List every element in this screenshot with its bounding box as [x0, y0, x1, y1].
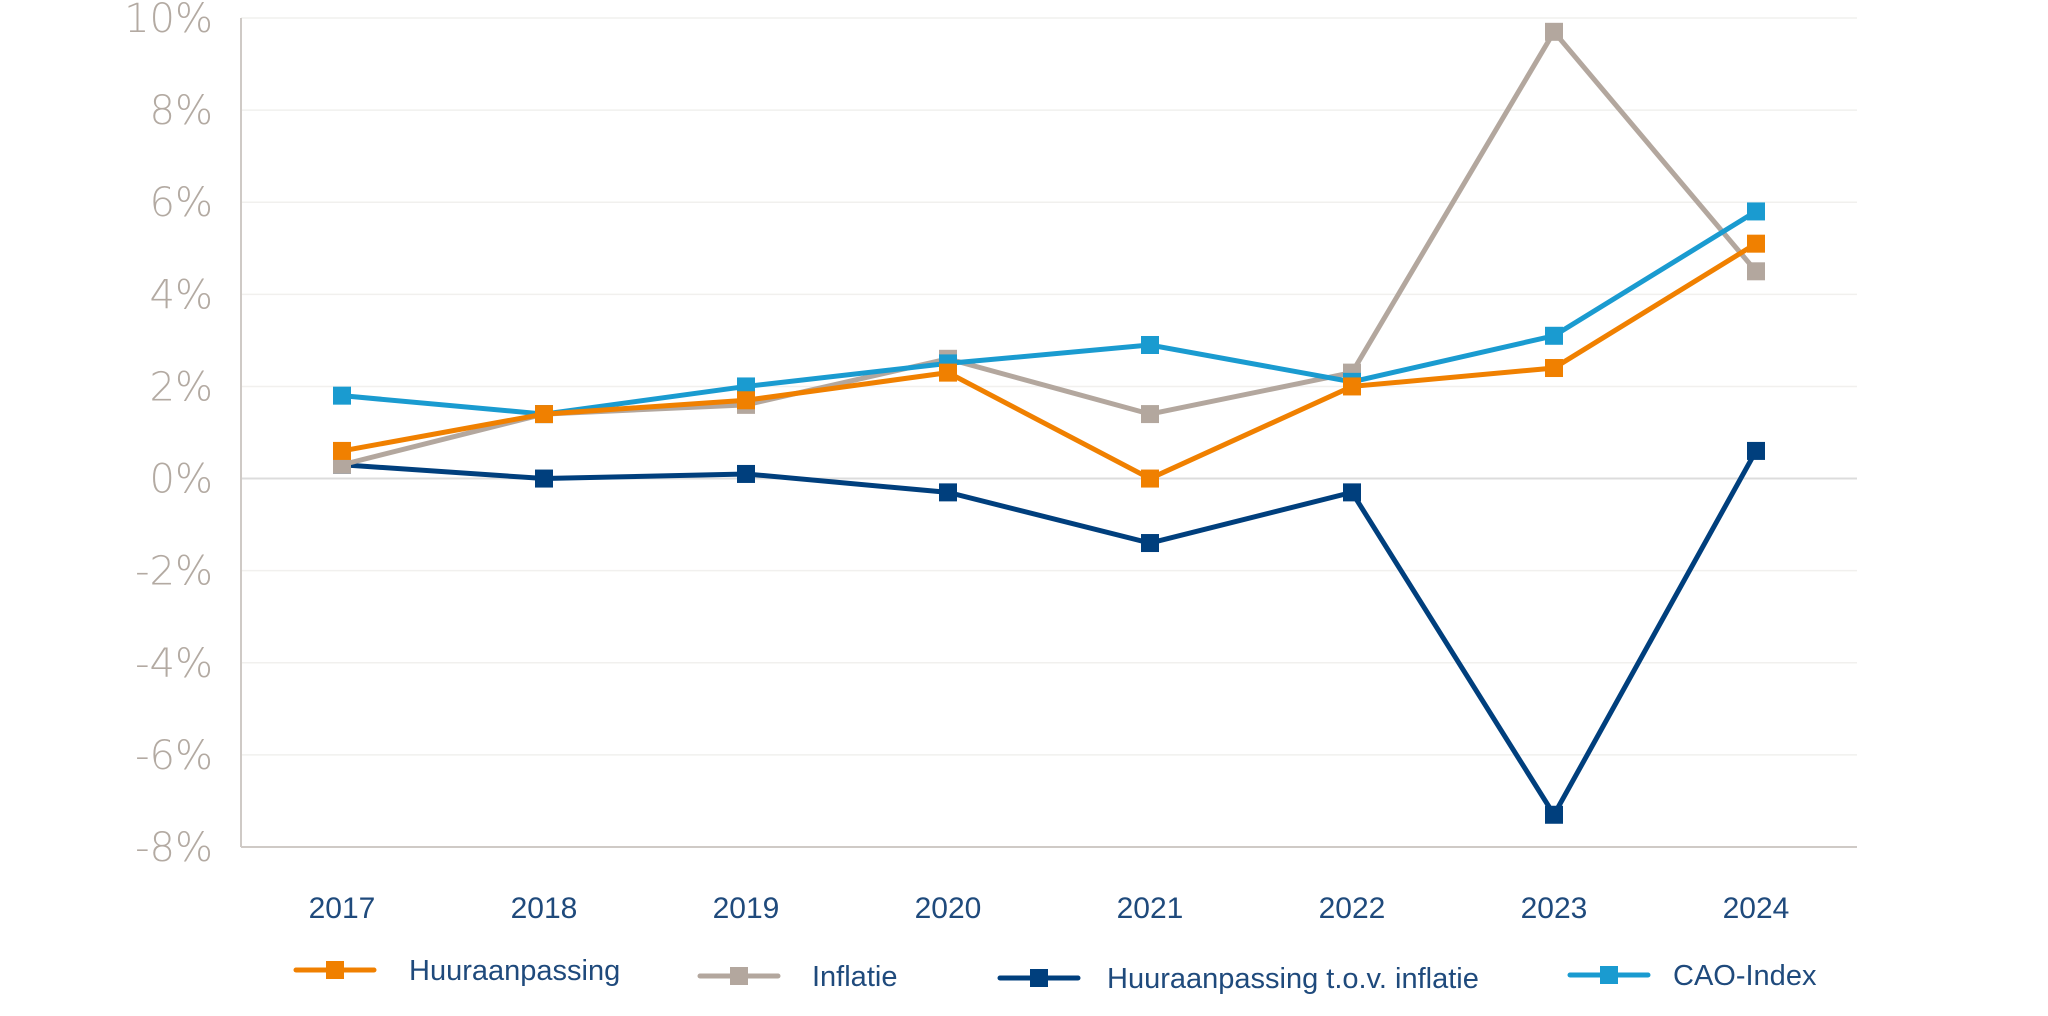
- series-group: [333, 22, 1765, 824]
- legend-item: Inflatie: [697, 961, 897, 993]
- y-tick-label: -6%: [135, 733, 213, 779]
- y-tick-label: 10%: [124, 0, 213, 42]
- legend-label: Huuraanpassing: [409, 955, 620, 987]
- data-point-marker: [737, 391, 755, 410]
- y-tick-label: -8%: [135, 825, 213, 871]
- y-tick-label: 8%: [150, 88, 213, 134]
- legend-marker: [730, 967, 748, 985]
- legend-marker: [1600, 966, 1618, 984]
- y-tick-label: -2%: [135, 549, 213, 595]
- legend-marker: [1030, 969, 1048, 987]
- y-tick-label: 2%: [150, 364, 213, 410]
- legend-label: Inflatie: [812, 961, 897, 993]
- data-point-marker: [1141, 534, 1159, 553]
- series-line: [341, 209, 1758, 417]
- series-cao-index: [333, 202, 1765, 424]
- x-tick-label: 2018: [511, 892, 578, 925]
- legend: Huuraanpassing Inflatie Huuraanpassing t.o…: [293, 955, 1817, 995]
- series-line: [341, 27, 1758, 468]
- data-point-marker: [1343, 483, 1361, 502]
- data-point-marker: [535, 405, 553, 424]
- data-point-marker: [1545, 359, 1563, 378]
- data-point-marker: [1545, 22, 1563, 41]
- y-tick-label: -4%: [135, 641, 213, 687]
- data-point-marker: [939, 363, 957, 382]
- data-point-marker: [1747, 202, 1765, 221]
- x-tick-label: 2022: [1319, 892, 1386, 925]
- data-point-marker: [1545, 805, 1563, 824]
- legend-marker: [326, 961, 344, 979]
- x-tick-label: 2017: [309, 892, 376, 925]
- legend-item: Huuraanpassing: [293, 955, 620, 987]
- data-point-marker: [333, 441, 351, 460]
- data-point-marker: [1343, 377, 1361, 396]
- legend-label: CAO-Index: [1673, 960, 1817, 992]
- legend-item: Huuraanpassing t.o.v. inflatie: [997, 963, 1479, 995]
- series-huuraanpassing: [333, 234, 1765, 488]
- x-tick-label: 2023: [1521, 892, 1588, 925]
- series-line: [341, 449, 1759, 820]
- y-tick-label: 0%: [150, 457, 213, 503]
- data-point-marker: [1545, 326, 1563, 345]
- axes: [240, 18, 1857, 848]
- x-tick-label: 2019: [713, 892, 780, 925]
- data-point-marker: [939, 483, 957, 502]
- data-point-marker: [1141, 335, 1159, 354]
- data-point-marker: [333, 455, 351, 474]
- legend-label: Huuraanpassing t.o.v. inflatie: [1107, 963, 1479, 995]
- legend-item: CAO-Index: [1567, 960, 1817, 992]
- x-tick-label: 2020: [915, 892, 982, 925]
- x-tick-label: 2021: [1117, 892, 1184, 925]
- data-point-marker: [333, 386, 351, 405]
- series-line: [341, 241, 1758, 482]
- x-axis-tick-labels: 2017 2018 2019 2020 2021 2022 2023 2024: [309, 892, 1790, 925]
- data-point-marker: [1141, 405, 1159, 424]
- data-point-marker: [535, 469, 553, 488]
- data-point-marker: [1747, 234, 1765, 253]
- data-point-marker: [1747, 262, 1765, 281]
- x-tick-label: 2024: [1723, 892, 1790, 925]
- data-point-marker: [1141, 469, 1159, 488]
- y-axis-tick-labels: 10% 8% 6% 4% 2% 0% -2% -4% -6% -8%: [124, 0, 213, 871]
- series-huuraanpassing-t-o-v-inflatie: [333, 441, 1765, 824]
- y-tick-label: 4%: [150, 272, 213, 318]
- data-point-marker: [737, 464, 755, 483]
- y-tick-label: 6%: [150, 180, 213, 226]
- data-point-marker: [737, 377, 755, 396]
- data-point-marker: [1747, 441, 1765, 460]
